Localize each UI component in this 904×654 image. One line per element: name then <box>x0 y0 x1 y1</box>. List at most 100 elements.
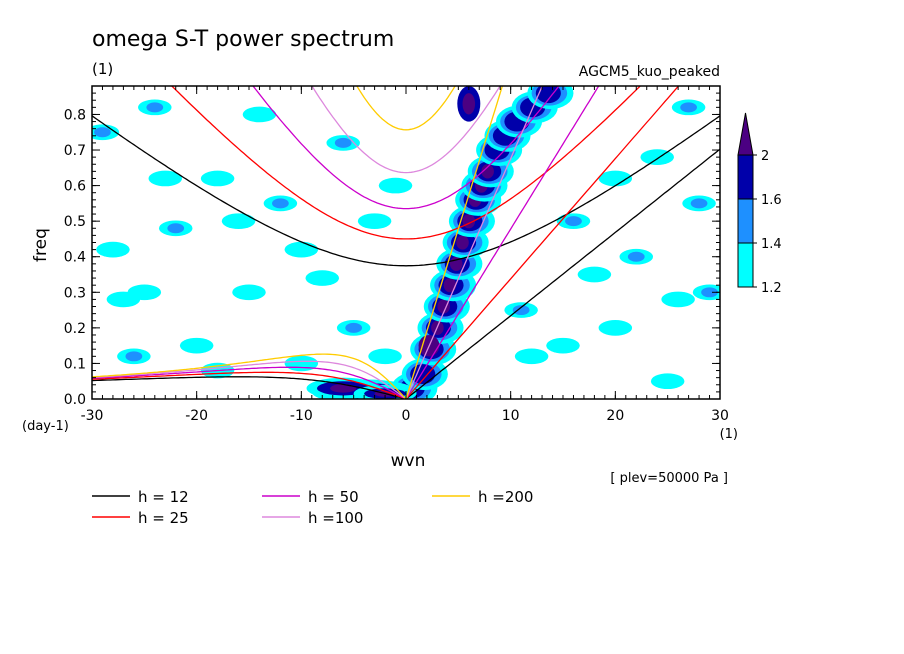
noise-patch-core <box>94 127 111 138</box>
colorbar-label: 1.6 <box>761 193 782 208</box>
rossby-curve-h100 <box>92 360 407 399</box>
y-axis-label: freq <box>31 228 51 262</box>
y-tick-label: 0.4 <box>64 250 86 266</box>
noise-patch <box>96 241 130 258</box>
x-axis-label: wvn <box>391 451 426 471</box>
colorbar-label: 1.2 <box>761 281 782 296</box>
noise-patch <box>179 337 214 354</box>
noise-patch-core <box>334 137 352 148</box>
kelvin-curve-h200 <box>405 86 504 399</box>
kelvin-curve-h100 <box>405 86 543 399</box>
noise-patch <box>127 284 162 301</box>
y-tick-label: 0.3 <box>64 285 86 301</box>
noise-patch <box>661 291 695 308</box>
noise-patch-core <box>690 198 708 209</box>
noise-patch-core <box>565 216 582 227</box>
noise-patch <box>368 348 402 365</box>
kelvin-contour-l3 <box>410 364 436 385</box>
y-axis: 0.0 0.1 0.2 0.3 0.4 0.5 0.6 0.7 0.8 <box>64 85 720 408</box>
kelvin-curve-h50 <box>405 86 600 399</box>
kelvin-curve-h12 <box>405 148 720 399</box>
y-tick-label: 0.2 <box>64 321 86 337</box>
kelvin-curve-h25 <box>405 86 680 399</box>
kelvin-contour-l4 <box>481 164 494 179</box>
rossby-curve-h200 <box>92 353 407 399</box>
legend-label-h200: h =200 <box>478 488 533 506</box>
x-axis: -30 -20 -10 0 10 20 30 <box>81 86 729 424</box>
legend-label-h100: h =100 <box>308 509 363 527</box>
y-tick-label: 0.5 <box>64 214 86 230</box>
level-note: [ plev=50000 Pa ] <box>610 471 728 486</box>
x-tick-label: -30 <box>81 408 104 424</box>
kelvin-top-core <box>462 93 476 115</box>
inertia-gravity-curve-h200 <box>356 86 456 131</box>
x-tick-label: 10 <box>502 408 520 424</box>
noise-patch-core <box>627 251 645 262</box>
colorbar-box <box>737 242 754 288</box>
rossby-curve-h25 <box>92 371 407 399</box>
noise-patch <box>200 170 235 187</box>
y-unit-label: (day-1) <box>22 419 69 434</box>
y-tick-label: 0.7 <box>64 143 86 159</box>
colorbar: 1.2 1.4 1.6 2 <box>737 112 782 296</box>
noise-patch-core <box>146 102 164 113</box>
colorbar-box <box>737 154 754 200</box>
inertia-gravity-curve-h100 <box>311 86 501 174</box>
noise-patch-core <box>345 322 363 333</box>
kelvin-contour-l4 <box>456 235 469 250</box>
colorbar-triangle <box>737 112 754 156</box>
inertia-gravity-curve-h12 <box>92 115 720 267</box>
noise-patch-core <box>125 351 143 362</box>
y-tick-label: 0.8 <box>64 107 86 123</box>
noise-patch <box>148 170 183 187</box>
mjo-contour-l4 <box>330 384 357 393</box>
noise-patch-core <box>167 223 185 234</box>
noise-patch <box>598 170 633 187</box>
x-tick-label: 0 <box>402 408 411 424</box>
kelvin-contour-l4 <box>437 299 450 314</box>
rossby-curve-h50 <box>92 366 407 399</box>
noise-patch <box>284 355 319 372</box>
legend-label-h50: h = 50 <box>308 488 359 506</box>
noise-patch-core <box>680 102 697 113</box>
noise-patch <box>378 177 413 194</box>
legend-label-h12: h = 12 <box>138 488 189 506</box>
y-tick-label: 0.1 <box>64 356 86 372</box>
y-tick-label: 0.0 <box>64 392 86 408</box>
rossby-curve-h12 <box>92 376 407 399</box>
noise-patch <box>284 241 319 258</box>
x-tick-label: -10 <box>290 408 313 424</box>
colorbar-box <box>737 198 754 244</box>
plot-area <box>92 86 720 399</box>
model-label: AGCM5_kuo_peaked <box>579 64 720 80</box>
curve-legend: h = 12 h = 25 h = 50 h =100 h =200 <box>92 488 533 527</box>
x-tick-label: 20 <box>606 408 624 424</box>
noise-patch <box>242 106 277 123</box>
x-tick-label: -20 <box>185 408 208 424</box>
x-unit-label: (1) <box>720 427 738 442</box>
chart-title: omega S-T power spectrum <box>92 27 394 52</box>
noise-patch-core <box>701 287 718 298</box>
x-tick-label: 30 <box>711 408 729 424</box>
noise-patch-core <box>272 198 289 209</box>
dispersion-curves <box>92 86 720 399</box>
units-label: (1) <box>92 60 113 78</box>
colorbar-label: 1.4 <box>761 237 782 252</box>
legend-label-h25: h = 25 <box>138 509 189 527</box>
noise-patch <box>577 266 612 283</box>
kelvin-contour-l3 <box>535 86 561 104</box>
y-tick-label: 0.6 <box>64 179 86 195</box>
inertia-gravity-curve-h25 <box>170 86 642 240</box>
noise-patch <box>305 270 340 286</box>
colorbar-label: 2 <box>761 149 769 164</box>
noise-patch-core <box>512 305 530 316</box>
noise-patch <box>232 284 266 301</box>
inertia-gravity-curve-h50 <box>252 86 560 210</box>
noise-patch <box>546 337 580 354</box>
noise-patch <box>598 320 633 336</box>
noise-patch <box>514 348 549 365</box>
noise-patch <box>650 373 685 390</box>
noise-patch <box>357 213 392 229</box>
kelvin-contour-l4 <box>443 278 457 293</box>
